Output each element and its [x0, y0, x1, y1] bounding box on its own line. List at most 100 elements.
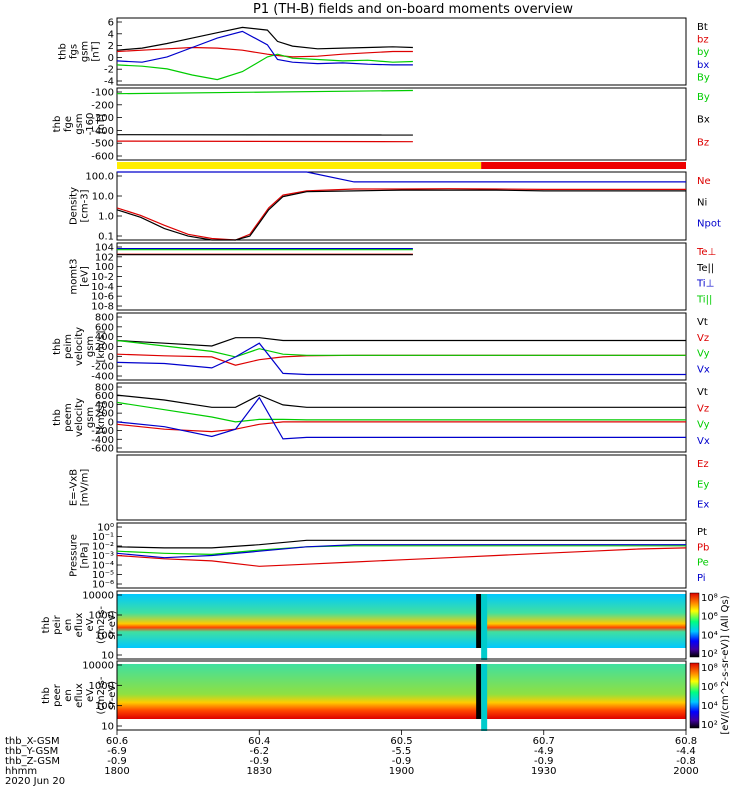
footer-row-label: thb_Z-GSM: [5, 756, 60, 767]
panel-5: thb peim velocity gsm [km/s] 8006004002000-20…: [52, 312, 710, 383]
panel-frame: [116, 382, 687, 453]
footer-value: 1830: [247, 766, 272, 777]
y-axis-label-line: thb: [52, 116, 63, 133]
legend-item: Vy: [697, 349, 710, 360]
series-line-By: [116, 89, 413, 95]
y-tick-label: 200: [95, 409, 114, 420]
y-tick-label: 800: [95, 383, 114, 394]
y-axis-label-line: -160: [85, 113, 96, 136]
series-line-Vx: [116, 396, 686, 440]
y-axis-label-line: gsm: [74, 113, 85, 134]
y-axis-label-line: [km/s]: [96, 330, 107, 362]
page-title: P1 (TH-B) fields and on-board moments ov…: [253, 2, 573, 17]
colorbar-scale: [689, 592, 700, 658]
legend-item: By: [697, 72, 710, 83]
y-tick-label: -300: [91, 113, 114, 124]
panel-8: Pressure [nPa] 10⁰10⁻¹10⁻²10⁻³10⁻⁴10⁻⁵10⁻⁶…: [69, 522, 709, 591]
panel-7: E=-VxB [mV/m] Ez Ey Ex: [69, 454, 709, 521]
footer-value: 1930: [531, 766, 556, 777]
series-line-bx: [116, 30, 413, 66]
legend-item: Npot: [697, 219, 721, 230]
y-axis-label-line: (cm2-s-: [96, 606, 107, 644]
y-tick-label: 6: [108, 18, 114, 29]
footer-value: -0.9: [107, 756, 127, 767]
colorbar-tick-label: 10⁴: [701, 630, 718, 641]
footer-value: -6.9: [107, 746, 127, 757]
y-tick-label: 10: [101, 722, 114, 733]
y-tick-label: 1000: [89, 611, 114, 622]
legend-item: By: [697, 92, 710, 103]
series-line-Ne: [116, 188, 686, 241]
footer-value: -0.9: [249, 756, 269, 767]
legend-item: Ti||: [696, 294, 712, 305]
y-axis-label-line: sr-eV): [107, 681, 118, 710]
y-tick-label: 10⁻⁵: [92, 570, 114, 581]
y-axis-label-line: gsm: [85, 336, 96, 357]
y-tick-label: 100.0: [85, 172, 114, 183]
series-line-Npot: [117, 171, 686, 183]
y-tick-label: 10⁰: [97, 523, 114, 534]
y-tick-label: 10⁻¹: [92, 532, 114, 543]
y-axis-label-line: gsm: [80, 41, 91, 62]
y-axis-label-line: fge: [63, 116, 74, 132]
footer-value: -4.4: [676, 746, 696, 757]
y-axis-label-line: peir: [52, 614, 63, 634]
footer-value: -0.9: [392, 756, 412, 767]
y-axis-label-line: sr-eV): [107, 610, 118, 639]
legend-item: Te⊥: [696, 247, 716, 258]
footer-value: 1900: [389, 766, 414, 777]
legend-item: bx: [697, 60, 709, 71]
footer-value: 60.8: [675, 736, 697, 747]
y-tick-label: 0.1: [98, 232, 114, 243]
y-tick-label: -200: [91, 426, 114, 437]
legend-item: Ti⊥: [696, 279, 714, 290]
footer-row-label: thb_Y-GSM: [5, 746, 58, 757]
footer-row-label: hhmm: [5, 766, 37, 777]
y-tick-label: -2: [104, 65, 114, 76]
y-axis-label-line: [nPa]: [80, 542, 91, 568]
panel-9: 10⁸ 10⁶ 10⁴ 10² thb peir en eflux eV (cm2-s-sr-eV…: [41, 590, 718, 662]
heatmap-gap-stripe: [481, 664, 488, 731]
legend-item: Pb: [697, 542, 709, 553]
footer-value: 60.7: [533, 736, 555, 747]
y-axis-label-line: eflux: [74, 683, 85, 708]
y-tick-label: -100: [91, 88, 114, 99]
panel-frame: [116, 171, 687, 241]
y-tick-label: 0: [108, 417, 114, 428]
y-tick-label: 10-8: [91, 302, 114, 313]
y-tick-label: 400: [95, 400, 114, 411]
legend-item: Vt: [697, 387, 708, 398]
colorbar-label: [eV/(cm^2-s-sr-eV)] (All Qs): [720, 595, 731, 734]
heatmap-gap: [117, 648, 686, 659]
y-axis-label-line: eV: [85, 618, 96, 631]
y-axis-label-line: [nT]: [91, 41, 102, 61]
mode-bar-segment: [117, 162, 482, 169]
y-tick-label: 1000: [89, 681, 114, 692]
footer-value: -0.9: [534, 756, 554, 767]
y-tick-label: 100: [95, 262, 114, 273]
y-axis-label-line: fgs: [69, 44, 80, 59]
panel-frame: [116, 242, 687, 311]
footer-value: 60.5: [390, 736, 412, 747]
panel-3: Density [cm-3] 100.0 10.0 1.0 0.1 Ne Ni Npot: [69, 171, 721, 243]
y-tick-label: -200: [91, 100, 114, 111]
legend-item: by: [697, 47, 709, 58]
colorbar-tick-label: 10⁸: [701, 663, 718, 674]
y-tick-label: 10.0: [92, 192, 114, 203]
legend-item: Pt: [697, 527, 707, 538]
footer-value: 60.6: [106, 736, 128, 747]
colorbar-tick-label: 10⁶: [701, 612, 718, 623]
y-axis-label-line: peer: [52, 683, 63, 707]
footer-value: -5.5: [392, 746, 412, 757]
series-line-Vy: [116, 401, 686, 423]
y-tick-label: 10⁻³: [92, 551, 114, 562]
y-tick-label: 100: [95, 631, 114, 642]
y-tick-label: 10-2: [91, 272, 114, 283]
footer-value: -4.9: [534, 746, 554, 757]
series-line-Vt: [116, 337, 686, 347]
heatmap-body: [117, 664, 686, 719]
heatmap-gap-stripe: [481, 594, 488, 660]
legend-item: Ne: [697, 176, 711, 187]
colorbar: 10⁸ 10⁶ 10⁴ 10²: [689, 592, 718, 660]
